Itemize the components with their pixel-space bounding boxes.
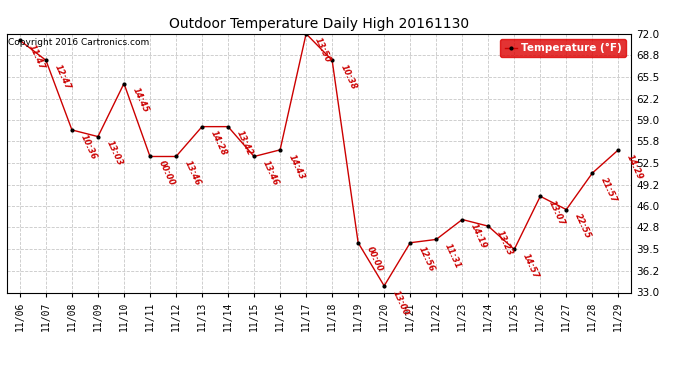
Temperature (°F) xyxy=(94,134,102,139)
Text: 13:03: 13:03 xyxy=(105,140,124,168)
Temperature (°F) xyxy=(484,224,493,228)
Temperature (°F) xyxy=(146,154,154,159)
Text: 14:28: 14:28 xyxy=(209,129,228,158)
Temperature (°F) xyxy=(68,128,76,132)
Text: 13:46: 13:46 xyxy=(183,159,202,188)
Text: 00:00: 00:00 xyxy=(157,159,177,188)
Text: 13:50: 13:50 xyxy=(313,36,333,65)
Temperature (°F) xyxy=(510,247,518,252)
Text: 21:57: 21:57 xyxy=(600,176,619,204)
Text: 22:55: 22:55 xyxy=(573,212,593,240)
Temperature (°F) xyxy=(536,194,544,198)
Text: 13:46: 13:46 xyxy=(261,159,281,188)
Text: 12:47: 12:47 xyxy=(53,63,72,91)
Temperature (°F) xyxy=(172,154,180,159)
Temperature (°F) xyxy=(328,58,336,63)
Temperature (°F) xyxy=(588,171,596,176)
Temperature (°F) xyxy=(458,217,466,222)
Temperature (°F) xyxy=(250,154,258,159)
Text: 14:43: 14:43 xyxy=(287,153,306,181)
Temperature (°F) xyxy=(614,148,622,152)
Temperature (°F) xyxy=(302,32,311,36)
Text: 11:47: 11:47 xyxy=(27,43,46,71)
Text: 13:07: 13:07 xyxy=(547,199,566,227)
Text: 10:36: 10:36 xyxy=(79,133,99,161)
Legend: Temperature (°F): Temperature (°F) xyxy=(500,39,626,57)
Temperature (°F) xyxy=(380,284,388,288)
Text: Copyright 2016 Cartronics.com: Copyright 2016 Cartronics.com xyxy=(8,38,150,46)
Text: 13:42: 13:42 xyxy=(235,129,255,158)
Text: 14:29: 14:29 xyxy=(625,153,644,181)
Temperature (°F) xyxy=(42,58,50,63)
Temperature (°F) xyxy=(432,237,440,242)
Temperature (°F) xyxy=(406,240,414,245)
Text: 11:31: 11:31 xyxy=(443,242,463,270)
Temperature (°F) xyxy=(120,81,128,86)
Temperature (°F) xyxy=(562,207,571,212)
Temperature (°F) xyxy=(16,38,24,43)
Text: 12:56: 12:56 xyxy=(417,246,437,274)
Line: Temperature (°F): Temperature (°F) xyxy=(17,31,621,289)
Text: 14:19: 14:19 xyxy=(469,222,489,251)
Temperature (°F) xyxy=(198,124,206,129)
Text: 13:00: 13:00 xyxy=(391,289,411,317)
Title: Outdoor Temperature Daily High 20161130: Outdoor Temperature Daily High 20161130 xyxy=(169,17,469,31)
Temperature (°F) xyxy=(224,124,233,129)
Text: 00:00: 00:00 xyxy=(365,246,384,274)
Text: 14:45: 14:45 xyxy=(131,86,150,114)
Temperature (°F) xyxy=(354,240,362,245)
Text: 13:23: 13:23 xyxy=(495,229,515,257)
Text: 10:38: 10:38 xyxy=(339,63,359,91)
Temperature (°F) xyxy=(276,148,284,152)
Text: 14:57: 14:57 xyxy=(521,252,541,280)
